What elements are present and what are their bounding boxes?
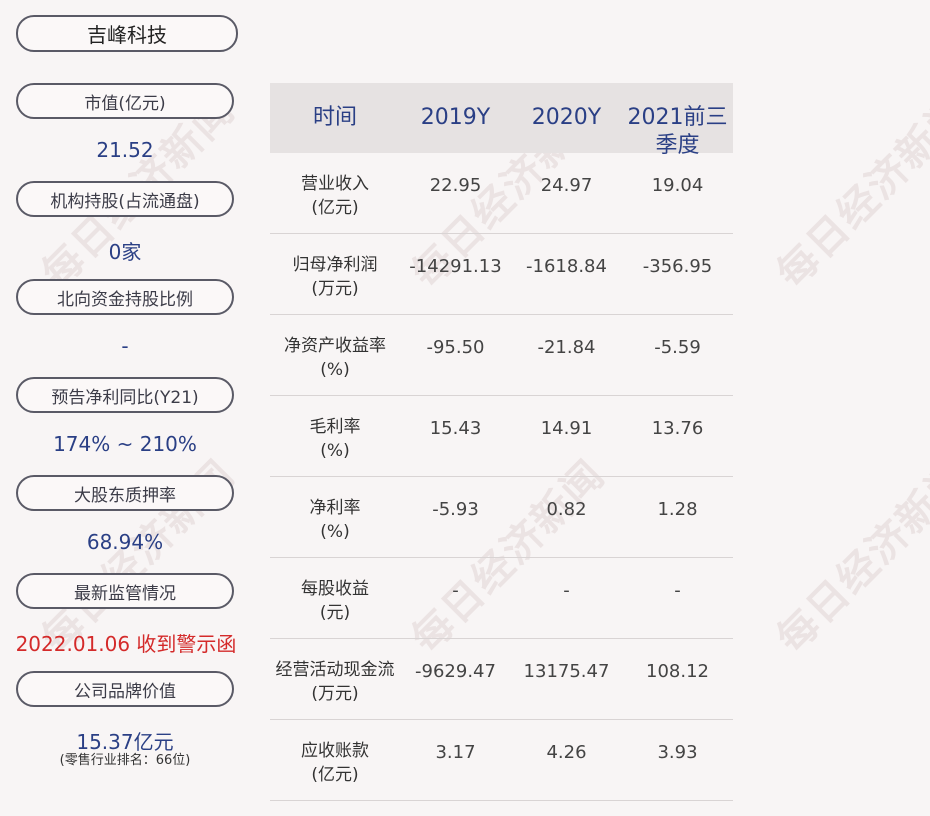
cell-2019: 22.95	[429, 175, 482, 196]
cell-2019: -95.50	[426, 337, 485, 358]
row-label: 营业收入 (亿元)	[301, 174, 369, 218]
table-row: 每股收益 (元) - - -	[270, 558, 733, 639]
northbound-holding-value: -	[121, 334, 129, 358]
regulatory-status-label: 最新监管情况	[16, 573, 234, 609]
header-2021-q3: 2021前三季度	[627, 105, 728, 158]
brand-value-value: 15.37亿元	[76, 730, 174, 754]
row-label: 应收账款 (亿元)	[301, 741, 369, 785]
financial-table: 时间 2019Y 2020Y 2021前三季度 营业收入 (亿元) 22.95 2…	[270, 83, 733, 801]
cell-2019: -9629.47	[415, 661, 496, 682]
table-row: 归母净利润 (万元) -14291.13 -1618.84 -356.95	[270, 234, 733, 315]
cell-2019: -5.93	[432, 499, 479, 520]
cell-2020: -21.84	[537, 337, 596, 358]
table-row: 应收账款 (亿元) 3.17 4.26 3.93	[270, 720, 733, 801]
row-label: 归母净利润 (万元)	[292, 255, 378, 299]
cell-2021: -5.59	[654, 337, 701, 358]
market-cap-label: 市值(亿元)	[16, 83, 234, 119]
cell-2021: 1.28	[657, 499, 698, 520]
northbound-holding-label: 北向资金持股比例	[16, 279, 234, 315]
table-header: 时间 2019Y 2020Y 2021前三季度	[270, 83, 733, 158]
company-name-badge: 吉峰科技	[16, 15, 238, 52]
table-row: 净资产收益率 (%) -95.50 -21.84 -5.59	[270, 315, 733, 396]
cell-2019: -	[452, 580, 459, 601]
cell-2019: 3.17	[435, 742, 476, 763]
table-row: 毛利率 (%) 15.43 14.91 13.76	[270, 396, 733, 477]
cell-2020: 24.97	[540, 175, 593, 196]
market-cap-value: 21.52	[96, 138, 154, 162]
row-label: 每股收益 (元)	[301, 579, 369, 623]
cell-2021: -356.95	[642, 256, 713, 277]
pledge-ratio-value: 68.94%	[86, 530, 164, 554]
cell-2019: 15.43	[429, 418, 482, 439]
cell-2021: 13.76	[651, 418, 704, 439]
table-row: 经营活动现金流 (万元) -9629.47 13175.47 108.12	[270, 639, 733, 720]
cell-2021: 3.93	[657, 742, 698, 763]
row-label: 经营活动现金流 (万元)	[275, 660, 395, 704]
cell-2020: 13175.47	[523, 661, 610, 682]
cell-2020: -	[563, 580, 570, 601]
profit-forecast-value: 174% ~ 210%	[53, 432, 197, 456]
row-label: 毛利率 (%)	[309, 417, 361, 461]
cell-2020: 14.91	[540, 418, 593, 439]
regulatory-status-value: 2022.01.06 收到警示函	[15, 632, 237, 656]
header-2020: 2020Y	[531, 105, 602, 130]
brand-rank-note: (零售行业排名：66位)	[59, 753, 191, 768]
header-2019: 2019Y	[420, 105, 491, 130]
table-row: 净利率 (%) -5.93 0.82 1.28	[270, 477, 733, 558]
table-row: 营业收入 (亿元) 22.95 24.97 19.04	[270, 153, 733, 234]
watermark: 每日经济新闻	[768, 86, 930, 298]
row-label: 净资产收益率 (%)	[284, 336, 386, 380]
cell-2021: 19.04	[651, 175, 704, 196]
row-label: 净利率 (%)	[309, 498, 361, 542]
cell-2019: -14291.13	[409, 256, 502, 277]
cell-2020: -1618.84	[526, 256, 607, 277]
cell-2021: 108.12	[646, 661, 709, 682]
brand-value-label: 公司品牌价值	[16, 671, 234, 707]
header-period: 时间	[312, 105, 357, 130]
cell-2021: -	[674, 580, 681, 601]
cell-2020: 4.26	[546, 742, 587, 763]
institutional-holding-label: 机构持股(占流通盘)	[16, 181, 234, 217]
pledge-ratio-label: 大股东质押率	[16, 475, 234, 511]
profit-forecast-label: 预告净利同比(Y21)	[16, 377, 234, 413]
institutional-holding-value: 0家	[108, 240, 142, 264]
cell-2020: 0.82	[546, 499, 587, 520]
watermark: 每日经济新闻	[768, 451, 930, 663]
